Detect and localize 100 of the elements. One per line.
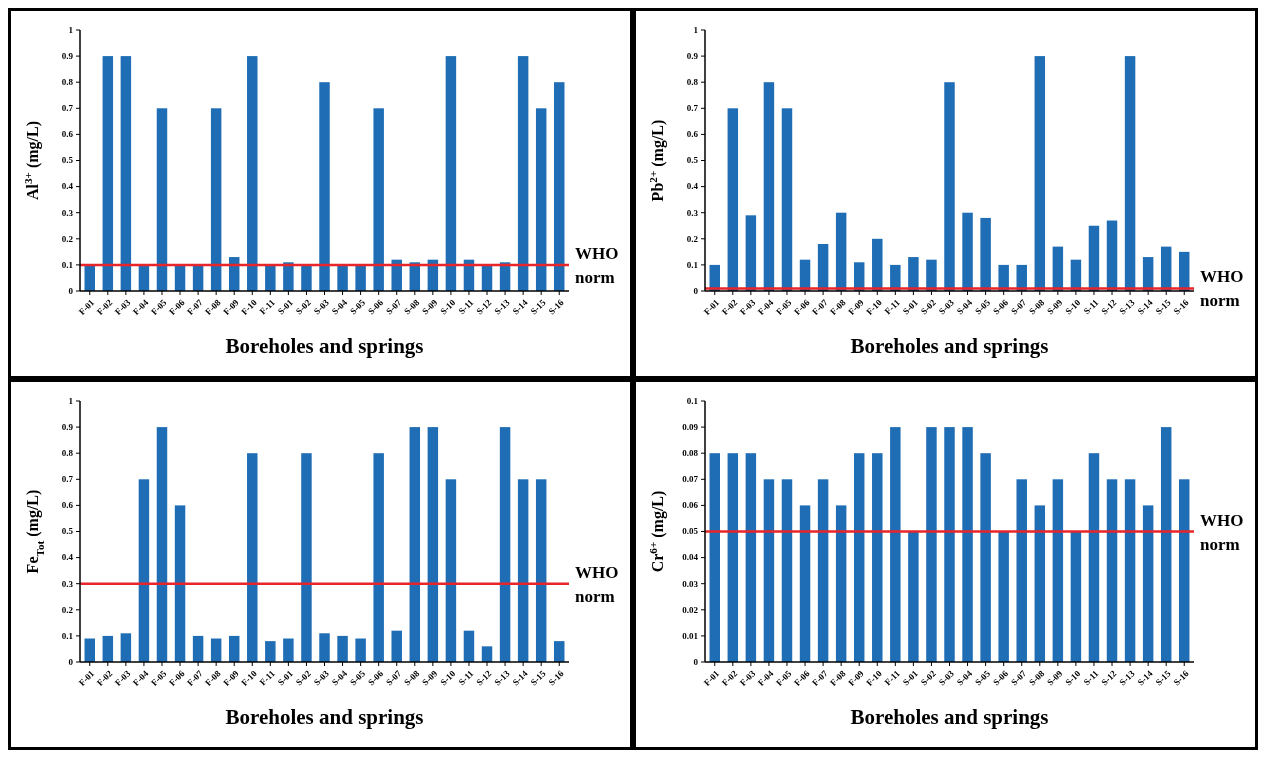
bar bbox=[228, 635, 240, 662]
bar bbox=[817, 479, 829, 662]
x-axis-title: Boreholes and springs bbox=[225, 334, 424, 358]
x-tick-label: S-01 bbox=[900, 668, 921, 688]
ref-line-label: WHO norm bbox=[1200, 510, 1244, 554]
x-tick-label: F-01 bbox=[76, 668, 97, 688]
y-tick-label: 0.04 bbox=[682, 552, 699, 563]
y-tick-label: 0.05 bbox=[682, 526, 699, 537]
y-tick-label: 0.06 bbox=[682, 500, 699, 511]
x-tick-label: S-11 bbox=[1081, 297, 1101, 317]
bar bbox=[763, 479, 775, 662]
x-tick-label: F-11 bbox=[257, 668, 278, 688]
y-tick-label: 1 bbox=[693, 24, 699, 35]
y-tick-label: 0.03 bbox=[682, 578, 699, 589]
bar bbox=[120, 633, 132, 662]
bar bbox=[373, 453, 384, 662]
y-tick-label: 0.8 bbox=[686, 77, 699, 88]
bar bbox=[853, 453, 865, 662]
x-tick-label: F-09 bbox=[846, 297, 867, 317]
y-tick-label: 0 bbox=[68, 285, 74, 296]
x-tick-label: F-10 bbox=[239, 668, 260, 688]
y-tick-label: 0.2 bbox=[686, 233, 699, 244]
bar bbox=[1088, 453, 1100, 662]
bar bbox=[554, 641, 565, 662]
y-tick-label: 0 bbox=[68, 656, 74, 667]
y-tick-label: 0.3 bbox=[686, 207, 699, 218]
y-tick-label: 0.5 bbox=[61, 526, 74, 537]
bar bbox=[1179, 479, 1190, 662]
bar bbox=[319, 82, 330, 291]
y-tick-label: 0.6 bbox=[61, 500, 74, 511]
y-tick-label: 0.07 bbox=[682, 474, 699, 485]
bar bbox=[156, 427, 168, 662]
x-tick-label: F-03 bbox=[112, 668, 133, 688]
x-tick-label: S-10 bbox=[1063, 668, 1083, 688]
bar bbox=[1034, 505, 1046, 662]
bar bbox=[301, 264, 312, 291]
bar bbox=[373, 108, 384, 291]
bar bbox=[391, 259, 402, 291]
x-tick-label: F-09 bbox=[221, 668, 242, 688]
bar bbox=[355, 264, 366, 291]
bar bbox=[102, 635, 114, 662]
y-tick-label: 0.02 bbox=[682, 604, 699, 615]
bar bbox=[463, 630, 475, 662]
y-tick-label: 0.2 bbox=[61, 604, 74, 615]
x-tick-label: F-10 bbox=[864, 297, 885, 317]
y-tick-label: 0.3 bbox=[61, 207, 74, 218]
bar bbox=[890, 427, 901, 662]
x-tick-label: S-02 bbox=[293, 297, 314, 317]
bar bbox=[391, 630, 402, 662]
x-tick-label: S-10 bbox=[438, 297, 458, 317]
y-tick-label: 0.9 bbox=[61, 421, 74, 432]
y-tick-label: 0.9 bbox=[61, 50, 74, 61]
y-tick-label: 0.4 bbox=[61, 552, 74, 563]
x-tick-label: F-01 bbox=[76, 297, 97, 317]
bar bbox=[120, 56, 132, 291]
bar bbox=[517, 479, 529, 662]
x-tick-label: F-11 bbox=[882, 668, 903, 688]
bar bbox=[337, 264, 348, 291]
x-tick-label: S-09 bbox=[420, 668, 440, 688]
bar bbox=[926, 427, 937, 662]
bar bbox=[535, 108, 547, 291]
x-tick-label: S-02 bbox=[918, 668, 939, 688]
bar bbox=[781, 479, 793, 662]
bar bbox=[998, 531, 1009, 662]
y-tick-label: 0.1 bbox=[686, 259, 699, 270]
y-tick-label: 0.6 bbox=[61, 129, 74, 140]
bar bbox=[192, 635, 204, 662]
bar bbox=[908, 531, 919, 662]
bar bbox=[247, 453, 258, 662]
y-tick-label: 0.7 bbox=[686, 103, 699, 114]
y-tick-label: 0.1 bbox=[61, 630, 74, 641]
x-tick-label: S-01 bbox=[275, 668, 296, 688]
bar bbox=[355, 638, 366, 662]
x-tick-label: F-09 bbox=[221, 297, 242, 317]
bar bbox=[709, 453, 720, 662]
x-tick-label: S-11 bbox=[456, 297, 476, 317]
bar bbox=[727, 453, 739, 662]
y-tick-label: 0.5 bbox=[61, 155, 74, 166]
y-tick-label: 0.9 bbox=[686, 50, 699, 61]
x-tick-label: S-13 bbox=[1117, 297, 1137, 317]
bar bbox=[1070, 531, 1082, 662]
x-tick-label: S-03 bbox=[936, 668, 957, 688]
x-tick-label: S-13 bbox=[1117, 668, 1137, 688]
x-axis-title: Boreholes and springs bbox=[850, 705, 1049, 729]
bar bbox=[872, 453, 883, 662]
ref-line-label: WHO norm bbox=[1200, 267, 1244, 311]
x-tick-label: S-10 bbox=[1063, 297, 1083, 317]
x-axis-title: Boreholes and springs bbox=[225, 705, 424, 729]
x-tick-label: F-01 bbox=[701, 297, 722, 317]
y-tick-label: 0.08 bbox=[682, 448, 699, 459]
bar bbox=[102, 56, 114, 291]
x-tick-label: F-10 bbox=[864, 668, 885, 688]
x-tick-label: S-03 bbox=[311, 668, 332, 688]
bar bbox=[1106, 479, 1118, 662]
bar bbox=[517, 56, 529, 291]
bar bbox=[499, 427, 511, 662]
x-tick-label: S-11 bbox=[1081, 668, 1101, 688]
bar bbox=[337, 635, 348, 662]
y-tick-label: 0.7 bbox=[61, 474, 74, 485]
y-tick-label: 0.1 bbox=[686, 395, 699, 406]
